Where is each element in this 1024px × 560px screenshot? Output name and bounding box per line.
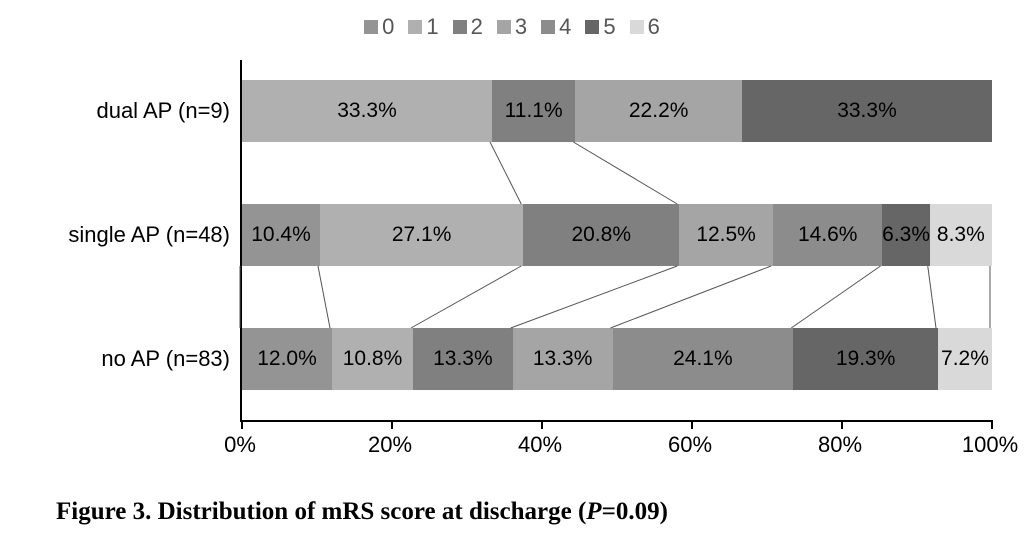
segment-1-0: 10.4%	[242, 204, 320, 266]
segment-1-4: 14.6%	[773, 204, 883, 266]
legend-label-1: 1	[426, 14, 438, 40]
segment-label-2-4: 24.1%	[673, 347, 733, 371]
segment-1-1: 27.1%	[320, 204, 523, 266]
legend-label-4: 4	[559, 14, 571, 40]
segment-2-6: 7.2%	[938, 328, 992, 390]
x-tick-1	[391, 420, 393, 429]
legend-label-3: 3	[515, 14, 527, 40]
x-tick-2	[541, 420, 543, 429]
x-tick-5	[991, 420, 993, 429]
segment-1-2: 20.8%	[523, 204, 679, 266]
segment-0-3: 22.2%	[575, 80, 742, 142]
segment-2-4: 24.1%	[613, 328, 794, 390]
legend-swatch-2	[453, 20, 467, 34]
legend-item-3: 3	[497, 14, 527, 40]
bar-row-0: 33.3% 11.1% 22.2% 33.3%	[242, 80, 992, 142]
segment-1-5: 6.3%	[882, 204, 929, 266]
plot-wrap: dual AP (n=9) single AP (n=48) no AP (n=83…	[40, 60, 1000, 470]
legend-label-0: 0	[382, 14, 394, 40]
y-label-2: no AP (n=83)	[101, 346, 230, 372]
segment-label-2-6: 7.2%	[941, 347, 989, 371]
bar-row-1: 10.4% 27.1% 20.8% 12.5% 14.6% 6.3% 8.3%	[242, 204, 992, 266]
legend-label-2: 2	[471, 14, 483, 40]
segment-label-2-0: 12.0%	[257, 347, 317, 371]
x-tick-3	[691, 420, 693, 429]
y-label-0: dual AP (n=9)	[96, 98, 230, 124]
legend-swatch-4	[541, 20, 555, 34]
x-label-5: 100%	[962, 432, 1018, 458]
segment-label-1-6: 8.3%	[937, 223, 985, 247]
legend-row: 0 1 2 3 4 5 6	[364, 14, 660, 40]
x-label-1: 20%	[368, 432, 412, 458]
segment-1-6: 8.3%	[930, 204, 992, 266]
legend-swatch-0	[364, 20, 378, 34]
legend-item-0: 0	[364, 14, 394, 40]
segment-label-1-1: 27.1%	[392, 223, 452, 247]
segment-label-2-3: 13.3%	[533, 347, 593, 371]
x-label-3: 60%	[668, 432, 712, 458]
legend-swatch-3	[497, 20, 511, 34]
caption-prefix: Figure 3. Distribution of mRS score at d…	[56, 498, 586, 525]
segment-label-2-2: 13.3%	[433, 347, 493, 371]
y-axis-labels: dual AP (n=9) single AP (n=48) no AP (n=83…	[40, 60, 230, 420]
legend: 0 1 2 3 4 5 6	[0, 14, 1024, 40]
segment-label-0-5: 33.3%	[837, 99, 897, 123]
segment-2-0: 12.0%	[242, 328, 332, 390]
segment-label-0-1: 33.3%	[337, 99, 397, 123]
legend-item-5: 5	[585, 14, 615, 40]
segment-0-1: 33.3%	[242, 80, 492, 142]
figure-container: 0 1 2 3 4 5 6 dual AP (n=9) single AP (n=48) no …	[0, 0, 1024, 560]
x-tick-4	[841, 420, 843, 429]
y-label-1: single AP (n=48)	[68, 222, 230, 248]
x-label-0: 0%	[224, 432, 256, 458]
legend-item-2: 2	[453, 14, 483, 40]
segment-label-1-2: 20.8%	[571, 223, 631, 247]
figure-caption: Figure 3. Distribution of mRS score at d…	[56, 498, 668, 526]
segment-0-2: 11.1%	[492, 80, 575, 142]
legend-label-6: 6	[648, 14, 660, 40]
x-tick-0	[241, 420, 243, 429]
legend-swatch-6	[630, 20, 644, 34]
legend-swatch-1	[408, 20, 422, 34]
legend-item-1: 1	[408, 14, 438, 40]
legend-swatch-5	[585, 20, 599, 34]
segment-2-5: 19.3%	[793, 328, 938, 390]
segment-2-2: 13.3%	[413, 328, 513, 390]
segment-2-1: 10.8%	[332, 328, 413, 390]
segment-label-2-5: 19.3%	[836, 347, 896, 371]
segment-label-1-4: 14.6%	[798, 223, 858, 247]
plot-area: 33.3% 11.1% 22.2% 33.3% 10.4% 27.1% 20.8% 12.5%…	[240, 60, 992, 422]
legend-item-4: 4	[541, 14, 571, 40]
x-label-2: 40%	[518, 432, 562, 458]
caption-p-italic: P	[586, 498, 601, 525]
segment-label-1-0: 10.4%	[251, 223, 311, 247]
segment-label-2-1: 10.8%	[343, 347, 403, 371]
caption-suffix: =0.09)	[602, 498, 668, 525]
legend-item-6: 6	[630, 14, 660, 40]
segment-label-0-2: 11.1%	[505, 99, 563, 123]
segment-1-3: 12.5%	[679, 204, 773, 266]
segment-label-0-3: 22.2%	[629, 99, 689, 123]
segment-2-3: 13.3%	[513, 328, 613, 390]
x-label-4: 80%	[818, 432, 862, 458]
legend-label-5: 5	[603, 14, 615, 40]
segment-label-1-3: 12.5%	[696, 223, 756, 247]
segment-0-5: 33.3%	[742, 80, 992, 142]
segment-label-1-5: 6.3%	[882, 223, 930, 247]
bar-row-2: 12.0% 10.8% 13.3% 13.3% 24.1% 19.3% 7.2%	[242, 328, 992, 390]
